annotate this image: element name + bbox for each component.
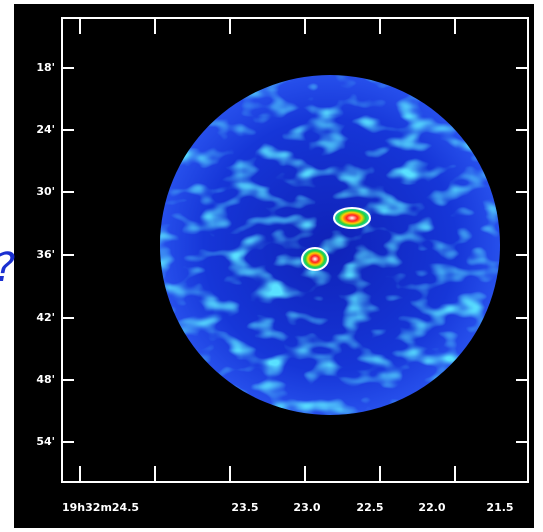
y-tick-label: 36' — [36, 248, 55, 261]
x-tick-label: 19h32m24.5 — [62, 501, 139, 514]
stray-text: ? — [0, 245, 15, 291]
y-tick-label: 54' — [36, 435, 55, 448]
source — [301, 247, 329, 271]
x-tick-label: 22.5 — [356, 501, 383, 514]
plot-frame — [61, 17, 529, 483]
map-disk — [160, 75, 500, 415]
y-tick-label: 30' — [36, 185, 55, 198]
y-tick-label: 48' — [36, 373, 55, 386]
y-tick-label: 24' — [36, 123, 55, 136]
y-tick-label: 42' — [36, 311, 55, 324]
x-tick-label: 21.5 — [486, 501, 513, 514]
x-tick-label: 23.0 — [293, 501, 320, 514]
y-tick-label: 18' — [36, 61, 55, 74]
x-tick-label: 23.5 — [231, 501, 258, 514]
x-tick-label: 22.0 — [418, 501, 445, 514]
source — [333, 207, 371, 229]
